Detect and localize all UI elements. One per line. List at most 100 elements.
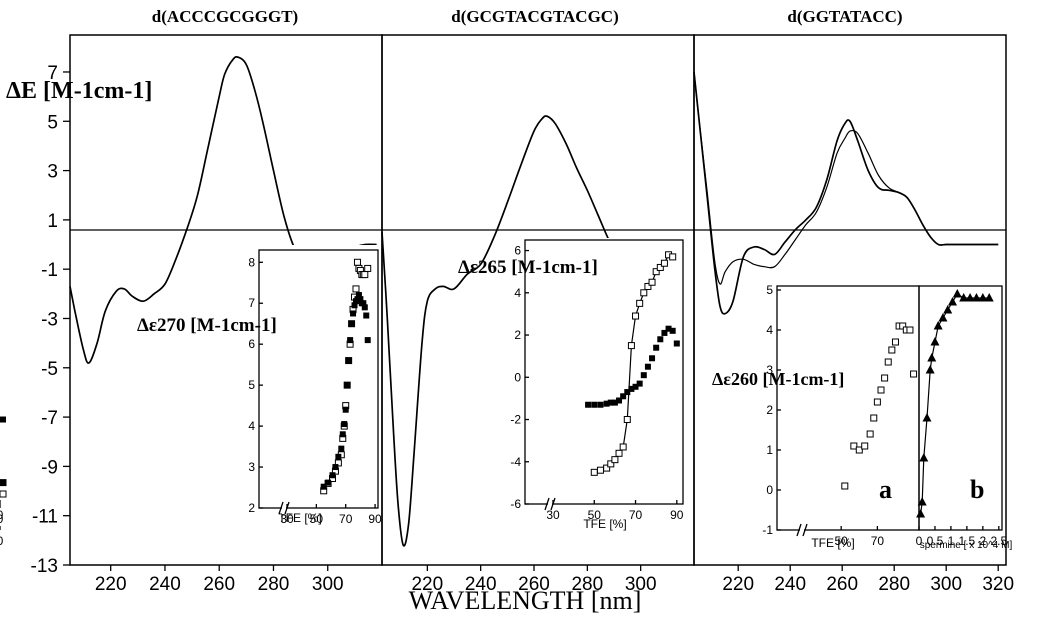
- cd-spectrum-curve-3-2: [693, 71, 999, 285]
- open-square-point: [888, 346, 896, 354]
- filled-triangle-point: [916, 509, 926, 518]
- inset-y-tick-label: 4: [514, 286, 521, 300]
- inset-y-tick-label: 5: [248, 378, 255, 392]
- filled-triangle-point: [930, 337, 940, 346]
- x-tick-label: 260: [518, 574, 550, 595]
- inset-y-tick-label: 2: [766, 403, 773, 417]
- open-square-point: [669, 253, 677, 261]
- open-square-point: [873, 398, 881, 406]
- y-tick-label: 1: [47, 211, 58, 232]
- axis-break-mark: [796, 523, 802, 537]
- y-tick-label: -1: [41, 260, 58, 281]
- inset-y-tick-label: 5: [766, 283, 773, 297]
- inset-ylabel: Δε260 [M-1cm-1]: [712, 369, 844, 389]
- filled-triangle-point: [919, 453, 929, 462]
- inset-x-tick-label: 2: [980, 534, 987, 548]
- inset-accc-tfe: Δε270 [M-1cm-1] TFE [%] 2 3 4 5 6 7 8 0 30 50 70 90: [0, 245, 382, 526]
- filled-square-point: [351, 302, 358, 309]
- open-square-point: [0, 490, 7, 498]
- x-tick-label: 240: [465, 574, 497, 595]
- x-tick-label: 280: [571, 574, 603, 595]
- inset-y-tick-label: 6: [248, 337, 255, 351]
- filled-square-point: [360, 300, 367, 307]
- filled-square-point: [344, 382, 351, 389]
- filled-square-point: [640, 372, 647, 379]
- filled-square-point: [320, 483, 327, 490]
- x-axis-label: WAVELENGTH [nm]: [409, 586, 642, 615]
- open-square-point: [361, 271, 369, 279]
- axis-break-gap: [548, 498, 552, 510]
- filled-square-point: [607, 399, 614, 406]
- inset-x-tick-label: 90: [670, 508, 684, 522]
- x-tick-label: 240: [149, 574, 181, 595]
- open-square-point: [611, 456, 619, 464]
- inset-y-tick-label: 2: [248, 501, 255, 515]
- filled-square-point: [657, 336, 664, 343]
- inset-y-tick-label: 6: [514, 244, 521, 258]
- y-tick-label: 5: [47, 112, 58, 133]
- filled-square-point: [361, 304, 368, 311]
- filled-square-point: [350, 310, 357, 317]
- open-square-point: [607, 460, 615, 468]
- panel-title-accc: d(ACCCGCGGGT): [152, 7, 298, 26]
- open-square-point: [640, 289, 648, 297]
- panel-frame-3: [693, 34, 1007, 566]
- filled-triangle-point: [943, 305, 953, 314]
- inset-y-tick-label: -1: [762, 523, 773, 537]
- x-tick-label: 280: [258, 574, 290, 595]
- filled-square-point: [661, 329, 668, 336]
- inset-ylabel: Δε265 [M-1cm-1]: [458, 257, 598, 278]
- inset-y-tick-label: 4: [766, 323, 773, 337]
- filled-triangle-point: [933, 321, 943, 330]
- filled-triangle-point: [948, 297, 958, 306]
- inset-x-tick-label: 1.5: [959, 534, 976, 548]
- filled-square-point: [644, 363, 651, 370]
- panel-title-gcgt: d(GCGTACGTACGC): [451, 7, 619, 26]
- inset-y-tick-label: -2: [510, 413, 521, 427]
- filled-square-point: [653, 344, 660, 351]
- filled-square-point: [347, 337, 354, 344]
- axis-break-mark: [550, 497, 556, 511]
- filled-square-point: [357, 296, 364, 303]
- filled-square-point: [355, 292, 362, 299]
- panel-title-ggta: d(GGTATACC): [787, 7, 902, 26]
- filled-square-point: [341, 421, 348, 428]
- filled-square-point: [363, 312, 370, 319]
- inset-y-tick-label: 3: [248, 460, 255, 474]
- filled-triangle-point: [925, 365, 935, 374]
- open-square-point: [590, 468, 598, 476]
- filled-square-point: [603, 400, 610, 407]
- x-tick-label: 220: [411, 574, 443, 595]
- filled-square-point: [628, 385, 635, 392]
- cd-spectrum-curve-3-1: [693, 71, 999, 315]
- x-tick-label: 220: [95, 574, 127, 595]
- open-square-point: [615, 449, 623, 457]
- y-tick-label: -9: [41, 457, 58, 478]
- x-tick-label: 300: [312, 574, 344, 595]
- filled-square-point: [624, 389, 631, 396]
- open-square-point: [899, 322, 907, 330]
- inset-y-tick-label: 4: [248, 419, 255, 433]
- filled-square-point: [632, 383, 639, 390]
- inset-y-tick-label: 2: [514, 328, 521, 342]
- inset-x-tick-label: 50: [588, 508, 602, 522]
- filled-square-point: [585, 401, 592, 408]
- inset-gcgt-tfe: Δε265 [M-1cm-1] TFE [%] -6-4-20246030507…: [0, 238, 684, 531]
- open-square-point: [906, 326, 914, 334]
- open-square-point: [353, 258, 361, 266]
- filled-square-point: [0, 479, 6, 486]
- inset-background: [268, 245, 378, 495]
- open-square-point: [841, 482, 849, 490]
- inset-frame: [258, 249, 379, 509]
- filled-square-point: [348, 320, 355, 327]
- inset-frame: [918, 285, 1003, 531]
- open-square-point: [877, 386, 885, 394]
- filled-square-point: [636, 380, 643, 387]
- filled-square-point: [591, 401, 598, 408]
- inset-ylabel: Δε270 [M-1cm-1]: [137, 315, 277, 336]
- filled-square-point: [620, 393, 627, 400]
- y-tick-label: -11: [32, 507, 58, 528]
- filled-square-point: [335, 453, 342, 460]
